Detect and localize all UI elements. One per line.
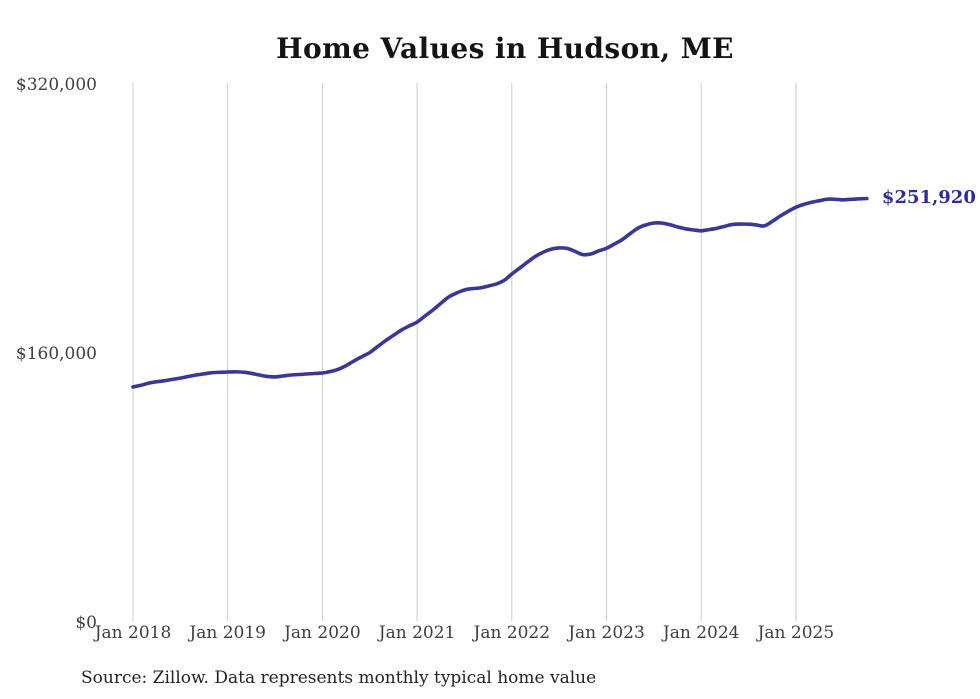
latest-value-label: $251,920 — [881, 187, 976, 209]
x-axis-tick-label: Jan 2024 — [662, 623, 740, 643]
x-axis-tick-label: Jan 2023 — [568, 623, 645, 643]
source-note: Source: Zillow. Data represents monthly … — [81, 668, 597, 688]
x-axis-tick-label: Jan 2022 — [473, 623, 551, 643]
gridlines — [132, 83, 797, 621]
home-value-line-series — [131, 196, 869, 389]
y-axis-tick-label: $320,000 — [15, 75, 97, 95]
x-axis-tick-label: Jan 2021 — [378, 623, 456, 643]
chart-title: Home Values in Hudson, ME — [276, 32, 734, 65]
x-axis-tick-label: Jan 2019 — [189, 623, 266, 643]
y-axis-tick-label: $160,000 — [15, 344, 97, 364]
x-axis-tick-label: Jan 2018 — [94, 623, 172, 643]
x-axis-tick-label: Jan 2025 — [757, 623, 835, 643]
y-axis-tick-label: $0 — [75, 613, 97, 633]
x-axis-tick-label: Jan 2020 — [284, 623, 361, 643]
